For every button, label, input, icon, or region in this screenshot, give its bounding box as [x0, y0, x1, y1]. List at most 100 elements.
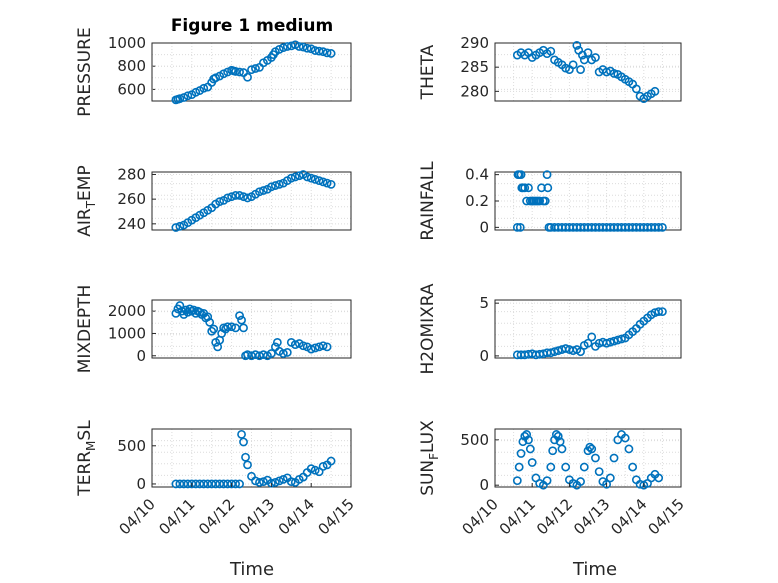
- panel-mixdepth-y-axis-label: MIXDEPTH: [75, 285, 95, 374]
- panel-mixdepth-data-point: [306, 344, 316, 354]
- panel-rainfall-data-point: [542, 170, 552, 180]
- panel-mixdepth-frame: [151, 299, 352, 359]
- panel-pressure-data-point: [298, 42, 308, 52]
- x-axis-label-left: Time: [229, 559, 274, 580]
- panel-theta-y-tick-label: 290: [460, 34, 489, 52]
- panel-terrsl-x-tick-label: 04/11: [155, 495, 198, 538]
- panel-mixdepth-data-point: [290, 340, 300, 350]
- panel-airemp-data-point: [259, 186, 268, 195]
- panel-mixdepth-y-tick-label: 0: [136, 347, 146, 365]
- panel-terrsl-data-point: [237, 429, 246, 439]
- panel-terrsl-data-point: [318, 461, 328, 471]
- panel-rainfall-data-point: [516, 170, 526, 180]
- panel-rainfall-data-point: [535, 196, 545, 206]
- panel-theta-data-point: [568, 60, 578, 70]
- panel-terrsl-data-point: [241, 452, 250, 462]
- panel-pressure-frame: [151, 42, 352, 102]
- panel-h2omixra-y-tick-label: 0: [479, 347, 489, 365]
- panel-terrsl-frame: [151, 428, 352, 488]
- panel-airemp-data-point: [175, 221, 185, 231]
- panel-airemp-data-point: [310, 175, 320, 184]
- panel-sunlux-data-point: [527, 458, 537, 467]
- panel-pressure-data-point: [282, 42, 292, 51]
- panel-pressure-y-axis-label: PRESSURE: [75, 27, 95, 116]
- panel-pressure-data-point: [235, 67, 244, 77]
- panel-terrsl-data-point: [306, 464, 316, 474]
- panel-sunlux-y-tick-label: 0: [479, 476, 489, 494]
- panel-h2omixra-y-axis-label: H2OMIXRA: [418, 283, 438, 374]
- panel-airemp-data-point: [294, 171, 304, 181]
- panel-airemp-data-point: [266, 182, 276, 192]
- panel-h2omixra-data-point: [617, 334, 626, 344]
- panel-rainfall-data-point: [520, 183, 530, 193]
- panel-pressure-data-point: [318, 47, 328, 57]
- panel-mixdepth-data-point: [185, 304, 195, 314]
- panel-mixdepth-data-point: [239, 323, 248, 333]
- panel-theta-frame: [494, 42, 682, 102]
- panel-h2omixra-data-point: [583, 338, 593, 348]
- panel-terrsl-background: [152, 429, 351, 487]
- panel-terrsl-y-tick-label: 500: [117, 437, 146, 455]
- panel-sunlux-data-point: [546, 462, 556, 472]
- panel-sunlux-y-tick-label: 500: [460, 431, 489, 449]
- panel-airemp-data-point: [302, 172, 312, 182]
- panel-sunlux-data-point: [553, 431, 563, 441]
- panel-mixdepth-data-point: [175, 301, 185, 310]
- panel-pressure-data-point: [199, 83, 209, 93]
- panel-airemp-data-point: [171, 223, 181, 232]
- figure-title: Figure 1 medium: [171, 16, 333, 36]
- panel-mixdepth-data-point: [310, 343, 320, 353]
- panel-theta-data-point: [650, 86, 660, 96]
- panel-sunlux-x-tick-label: 04/14: [607, 495, 650, 538]
- panel-theta-data-point: [546, 46, 556, 56]
- panel-pressure-data-point: [314, 46, 324, 56]
- panel-terrsl-data-point: [235, 479, 244, 489]
- panel-mixdepth-data-point: [278, 349, 288, 358]
- panel-sunlux-data-point: [585, 442, 595, 452]
- panel-sunlux-data-point: [579, 462, 589, 472]
- panel-airemp-data-point: [215, 197, 225, 207]
- panel-terrsl-data-point: [259, 477, 268, 487]
- panel-airemp-data-point: [235, 191, 244, 200]
- panel-h2omixra-y-tick-label: 5: [479, 294, 489, 312]
- panel-mixdepth-data-point: [266, 349, 276, 358]
- panel-airemp-data-point: [270, 181, 280, 190]
- panel-sunlux-data-point: [542, 476, 552, 486]
- panel-mixdepth-data-point: [205, 317, 215, 327]
- panel-airemp-data-point: [255, 187, 264, 197]
- panel-sunlux-data-point: [591, 453, 600, 463]
- panel-rainfall-data-point: [654, 222, 664, 232]
- panel-sunlux-data-point: [587, 444, 597, 454]
- panel-mixdepth-data-point: [298, 341, 308, 351]
- panel-mixdepth-data-point: [207, 326, 217, 336]
- panel-pressure-y-tick-label: 800: [117, 57, 146, 75]
- panel-mixdepth-data-point: [209, 324, 219, 334]
- panel-sunlux-data-point: [548, 446, 558, 456]
- panel-sunlux-data-point: [557, 444, 567, 454]
- panel-sunlux-x-tick-label: 04/10: [459, 495, 502, 538]
- panel-pressure-data-point: [183, 91, 193, 101]
- panel-rainfall-frame: [494, 171, 682, 231]
- panel-terrsl-x-tick-label: 04/14: [275, 495, 318, 538]
- panel-mixdepth-data-point: [237, 315, 246, 325]
- panel-airemp-y-tick-label: 280: [117, 165, 146, 183]
- panel-rainfall-data-point: [543, 183, 553, 193]
- panel-sunlux-y-axis-label: SUNFLUX: [418, 420, 441, 496]
- panel-h2omixra-data-point: [654, 307, 664, 316]
- panel-rainfall-data-point: [512, 222, 522, 232]
- panel-airemp-frame: [151, 171, 352, 231]
- panel-pressure-data-point: [302, 43, 312, 53]
- panel-h2omixra-frame: [494, 299, 682, 359]
- panel-theta-y-tick-label: 280: [460, 82, 489, 100]
- panel-sunlux-data-point: [605, 473, 615, 483]
- panel-airemp-data-point: [231, 191, 240, 200]
- panel-terrsl-data-point: [255, 478, 264, 487]
- panel-pressure-y-tick-label: 600: [117, 80, 146, 98]
- panel-airemp-data-point: [243, 193, 252, 203]
- panel-pressure-data-point: [175, 94, 185, 104]
- panel-sunlux-data-point: [628, 462, 638, 472]
- panel-sunlux-data-point: [512, 476, 522, 486]
- panel-mixdepth-data-point: [195, 307, 205, 317]
- panel-theta-y-axis-label: THETA: [418, 44, 438, 100]
- panel-terrsl-data-point: [239, 437, 248, 447]
